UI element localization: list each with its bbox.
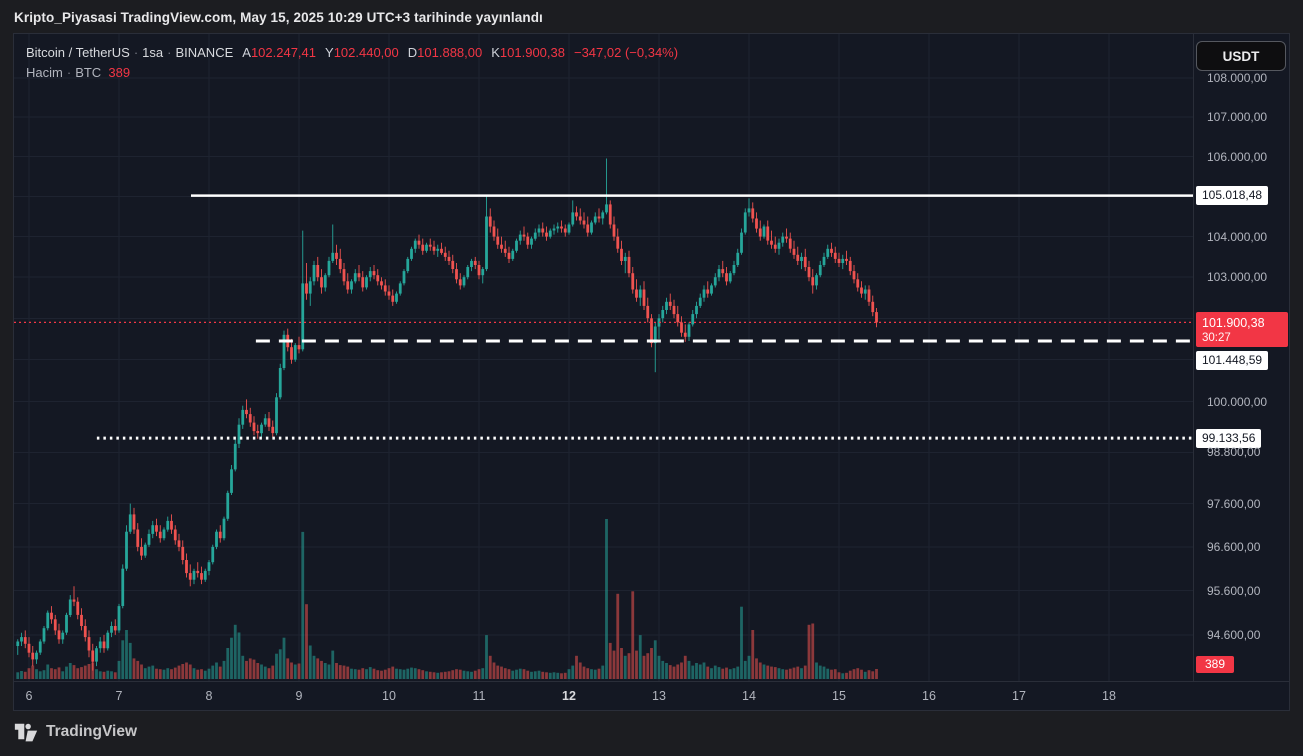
currency-toggle-button[interactable]: USDT: [1196, 41, 1286, 71]
time-tick-label-14: 14: [742, 689, 756, 703]
tradingview-glyph-icon: [14, 723, 38, 742]
price-tick-label: 98.800,00: [1207, 445, 1261, 459]
price-tick-label: 104.000,00: [1207, 230, 1268, 244]
legend-volume-row: Hacim · BTC 389: [26, 63, 678, 83]
legend-symbol-row: Bitcoin / TetherUS · 1sa · BINANCE A102.247,4…: [26, 43, 678, 63]
time-tick-label-15: 15: [832, 689, 846, 703]
interval-label: 1sa: [142, 45, 164, 60]
time-tick-label-7: 7: [115, 689, 123, 703]
volume-current-value: 389: [108, 65, 131, 80]
separator-dot: ·: [133, 45, 139, 60]
price-line-label-resistance: 105.018,48: [1196, 186, 1269, 205]
symbol-title: Bitcoin / TetherUS: [26, 45, 130, 60]
tradingview-wordmark: TradingView: [46, 722, 138, 740]
change-value: −347,02 (−0,34%): [573, 45, 679, 60]
price-tick-label: 100.000,00: [1207, 395, 1268, 409]
tradingview-logo[interactable]: TradingView: [14, 721, 137, 742]
price-tick-label: 106.000,00: [1207, 150, 1268, 164]
open-key: A: [242, 45, 251, 60]
exchange-label: BINANCE: [175, 45, 234, 60]
time-tick-label-11: 11: [472, 689, 486, 703]
price-tick-label: 103.000,00: [1207, 270, 1268, 284]
price-tick-label: 96.600,00: [1207, 540, 1261, 554]
time-scale[interactable]: 6 7 8 9 10 11 12 13 14 15 16 17 18: [14, 681, 1289, 711]
separator-dot: ·: [167, 45, 172, 60]
time-tick-label-13: 13: [652, 689, 666, 703]
time-tick-label-9: 9: [295, 689, 303, 703]
price-scale[interactable]: 105.018,48 101.900,38 30:27 101.448,59 9…: [1193, 34, 1290, 681]
chart-legend: Bitcoin / TetherUS · 1sa · BINANCE A102.247,4…: [26, 43, 678, 83]
volume-series: [16, 519, 878, 679]
price-level-lines[interactable]: [14, 194, 1193, 440]
last-price-label: 101.900,38 30:27: [1196, 312, 1288, 347]
price-tick-label: 95.600,00: [1207, 584, 1261, 598]
close-key: K: [491, 45, 500, 60]
last-price-value: 101.900,38: [1202, 316, 1265, 330]
price-line-label-support: 101.448,59: [1196, 351, 1269, 370]
grid-lines: [14, 34, 1193, 681]
volume-label: Hacim: [26, 65, 63, 80]
time-tick-label-8: 8: [205, 689, 213, 703]
separator-dot: ·: [66, 65, 72, 80]
price-tick-label: 94.600,00: [1207, 628, 1261, 642]
published-title: Kripto_Piyasasi TradingView.com, May 15,…: [14, 10, 543, 25]
volume-value-badge: 389: [1196, 656, 1235, 673]
high-key: Y: [325, 45, 334, 60]
price-line-label-support-2: 99.133,56: [1196, 429, 1262, 448]
price-tick-label: 108.000,00: [1207, 71, 1268, 85]
candlestick-plot[interactable]: [14, 34, 1193, 681]
price-tick-label: 97.600,00: [1207, 497, 1261, 511]
low-value: 101.888,00: [417, 45, 483, 60]
low-key: D: [407, 45, 418, 60]
high-value: 102.440,00: [333, 45, 399, 60]
price-tick-label: 107.000,00: [1207, 110, 1268, 124]
bar-countdown: 30:27: [1202, 332, 1231, 344]
time-tick-label-12: 12: [562, 689, 576, 703]
time-tick-label-6: 6: [25, 689, 33, 703]
chart-panel: 105.018,48 101.900,38 30:27 101.448,59 9…: [13, 33, 1290, 711]
time-tick-label-10: 10: [382, 689, 396, 703]
candle-series: [16, 158, 878, 671]
time-tick-label-16: 16: [922, 689, 936, 703]
close-value: 101.900,38: [499, 45, 565, 60]
open-value: 102.247,41: [250, 45, 317, 60]
volume-symbol: BTC: [75, 65, 102, 80]
time-tick-label-18: 18: [1102, 689, 1116, 703]
time-tick-label-17: 17: [1012, 689, 1026, 703]
